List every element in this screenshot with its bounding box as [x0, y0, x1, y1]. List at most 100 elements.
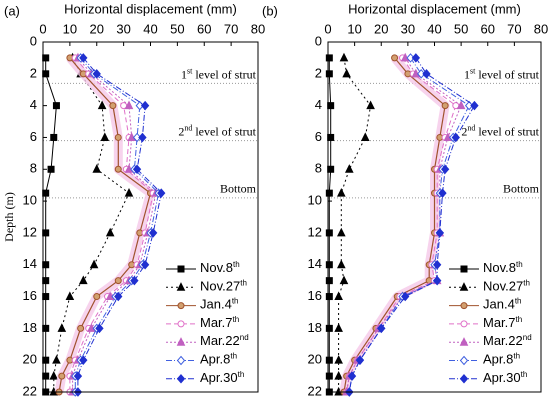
legend-label: Mar.22nd [200, 333, 249, 348]
marker [42, 54, 50, 62]
y-tick-label: 14 [308, 256, 322, 271]
marker [177, 265, 185, 273]
y-tick-label: 10 [23, 193, 37, 208]
series-line [348, 57, 476, 393]
marker [327, 165, 335, 173]
panel-label: (b) [262, 3, 278, 18]
marker [325, 54, 333, 62]
marker [157, 188, 166, 198]
marker [334, 370, 343, 380]
marker [114, 165, 122, 173]
marker [456, 100, 466, 110]
legend-label: Nov.8th [483, 260, 523, 275]
marker [325, 372, 333, 380]
marker [459, 374, 469, 384]
x-tick-label: 20 [90, 21, 104, 36]
marker [42, 356, 50, 364]
y-tick-label: 20 [23, 352, 37, 367]
marker [109, 102, 117, 110]
reference-label: 2nd level of strut [461, 123, 539, 138]
x-tick-label: 70 [224, 21, 238, 36]
y-tick-label: 6 [30, 129, 37, 144]
marker [42, 372, 50, 380]
legend-label: Mar.22nd [483, 333, 532, 348]
marker [176, 355, 186, 366]
marker [130, 275, 139, 286]
marker [50, 133, 58, 141]
marker [325, 324, 333, 332]
marker [377, 323, 386, 334]
x-tick-label: 10 [347, 21, 361, 36]
legend-label: Apr.30th [200, 370, 244, 385]
marker [451, 132, 460, 143]
x-tick-label: 0 [39, 21, 46, 36]
marker [325, 261, 333, 269]
marker [73, 371, 83, 381]
marker [342, 68, 351, 78]
marker [422, 69, 431, 79]
marker [460, 320, 468, 328]
y-tick-label: 12 [23, 224, 37, 239]
marker [327, 102, 335, 110]
series-line [346, 57, 457, 393]
legend-label: Apr.8th [483, 352, 520, 367]
marker [135, 100, 144, 111]
marker [460, 302, 468, 310]
marker [401, 291, 410, 302]
marker [344, 164, 354, 173]
marker [337, 227, 346, 237]
series-line [343, 57, 446, 393]
y-axis-label: Depth (m) [2, 192, 16, 242]
marker [435, 228, 444, 238]
y-tick-label: 0 [30, 33, 37, 48]
marker [432, 275, 442, 286]
marker [114, 291, 123, 302]
marker [177, 302, 185, 310]
series-line [69, 57, 154, 392]
x-tick-label: 30 [401, 21, 415, 36]
legend-label: Mar.7th [483, 315, 522, 330]
marker [325, 277, 333, 285]
marker [140, 259, 150, 270]
reference-label: Bottom [503, 182, 540, 196]
y-tick-label: 18 [308, 320, 322, 335]
marker [52, 355, 61, 364]
marker [347, 371, 357, 381]
legend-label: Nov.8th [200, 260, 240, 275]
marker [325, 189, 333, 197]
x-tick-label: 0 [324, 21, 331, 36]
marker [114, 277, 122, 285]
y-tick-label: 16 [23, 288, 37, 303]
marker [93, 293, 101, 301]
marker [114, 133, 122, 141]
legend-label: Jan.4th [200, 297, 238, 312]
x-tick-label: 50 [454, 21, 468, 36]
x-tick-label: 80 [251, 21, 265, 36]
marker [459, 337, 469, 346]
marker [140, 100, 150, 111]
marker [470, 100, 479, 111]
legend-label: Nov.27th [200, 278, 247, 293]
reference-label: 1st level of strut [464, 66, 540, 81]
series-line [45, 57, 57, 392]
marker [95, 323, 104, 334]
marker [92, 164, 102, 173]
legend-label: Apr.8th [200, 352, 237, 367]
series-line [77, 57, 162, 392]
y-tick-label: 16 [308, 288, 322, 303]
marker [132, 164, 142, 175]
marker [360, 132, 370, 141]
marker [460, 265, 468, 273]
marker [42, 277, 50, 285]
reference-label: 2nd level of strut [178, 123, 256, 138]
x-tick-label: 60 [197, 21, 211, 36]
envelope [339, 55, 450, 393]
marker [432, 259, 442, 270]
y-tick-label: 18 [23, 320, 37, 335]
marker [124, 188, 134, 197]
marker [100, 132, 110, 141]
marker [177, 320, 185, 328]
marker [339, 275, 349, 285]
marker [124, 100, 134, 110]
panel-label: (a) [4, 3, 20, 18]
